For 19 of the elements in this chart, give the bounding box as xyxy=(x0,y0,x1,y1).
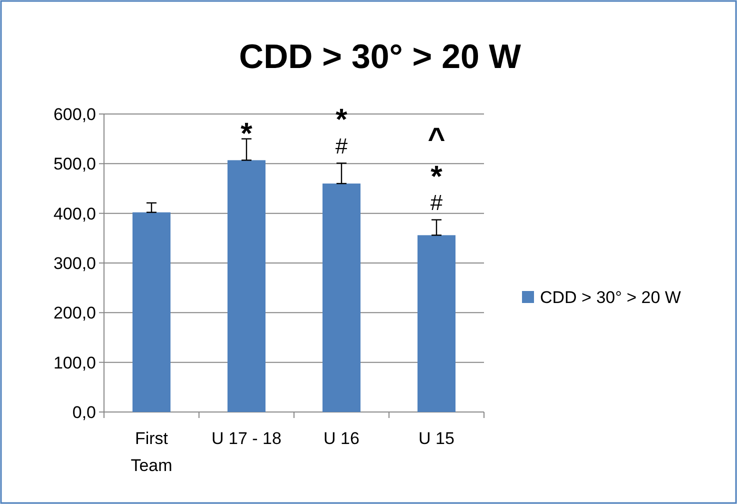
annotation: ^ xyxy=(428,122,446,156)
y-tick-label: 100,0 xyxy=(53,353,96,372)
y-tick-label: 600,0 xyxy=(53,104,96,124)
x-tick-label: U 15 xyxy=(418,429,454,448)
chart-title: CDD > 30° > 20 W xyxy=(239,38,522,76)
bar xyxy=(418,235,456,412)
y-tick-label: 400,0 xyxy=(53,204,96,224)
x-tick-label: U 16 xyxy=(324,429,360,448)
y-tick-label: 0,0 xyxy=(72,402,96,422)
y-tick-label: 300,0 xyxy=(53,254,96,273)
x-tick-label: First Team xyxy=(130,429,172,475)
legend-label: CDD > 30° > 20 W xyxy=(540,288,681,307)
annotation: * xyxy=(240,117,253,150)
y-tick-label: 200,0 xyxy=(53,304,96,323)
bar xyxy=(228,160,266,412)
bar xyxy=(322,184,360,412)
y-tick-label: 500,0 xyxy=(53,154,96,174)
bar xyxy=(132,212,170,412)
x-tick-label: U 17 - 18 xyxy=(212,429,282,448)
